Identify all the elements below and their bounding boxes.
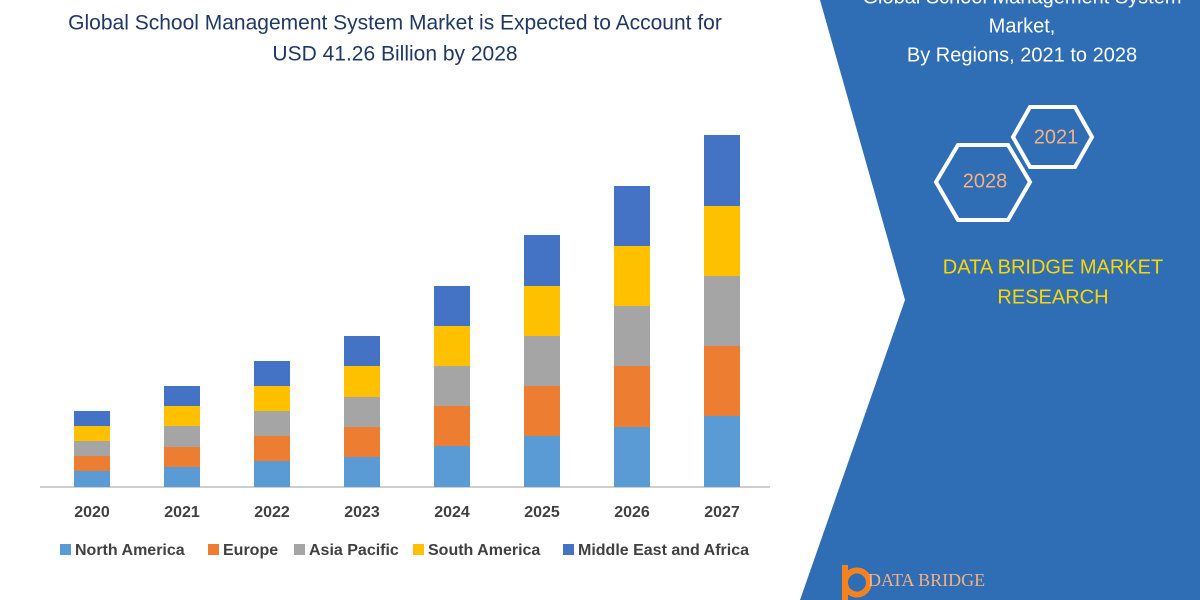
bar-segment [254,461,290,487]
bar-segment [164,386,200,406]
legend-label: Asia Pacific [309,542,399,559]
bar-segment [704,416,740,487]
bar-segment [434,446,470,487]
bar-segment [344,336,380,366]
legend-swatch [413,544,424,555]
bar-segment [614,306,650,366]
bar-segment [74,471,110,487]
x-tick-label: 2020 [74,504,110,521]
bar-segment [254,411,290,436]
brand-text: RESEARCH [997,286,1108,308]
hexagon [1010,105,1095,169]
bar-segment [524,436,560,487]
hexagon-label: 2021 [1034,126,1079,148]
legend-swatch [208,544,219,555]
bar-segment [704,206,740,276]
bar-segment [524,386,560,436]
bar-segment [344,366,380,397]
bar-segment [434,286,470,326]
hexagon [933,143,1033,222]
brand-text: DATA BRIDGE MARKET [943,256,1163,278]
chart-title: USD 41.26 Billion by 2028 [272,43,517,66]
bar-segment [254,361,290,386]
bar-segment [164,467,200,487]
bar-segment [704,135,740,206]
side-panel-bg [800,0,1200,600]
bar-segment [614,246,650,306]
bar-segment [164,447,200,467]
legend-label: Europe [223,542,278,559]
bar-segment [434,366,470,406]
bar-segment [614,186,650,246]
bar-segment [344,397,380,427]
x-tick-label: 2023 [344,504,380,521]
bar-segment [254,436,290,461]
legend-label: South America [428,542,540,559]
panel-title: Global School Management System [862,0,1181,8]
x-tick-label: 2024 [434,504,470,521]
bar-segment [524,235,560,286]
x-tick-label: 2027 [704,504,740,521]
bar-segment [524,336,560,386]
bar-segment [164,406,200,426]
bar-segment [74,411,110,426]
x-tick-label: 2022 [254,504,290,521]
bar-segment [254,386,290,411]
legend-swatch [60,544,71,555]
legend-label: Middle East and Africa [578,542,749,559]
bar-segment [344,457,380,487]
x-tick-label: 2026 [614,504,650,521]
chart-title: Global School Management System Market i… [68,12,722,35]
panel-title: By Regions, 2021 to 2028 [907,44,1137,66]
hexagon-label: 2028 [963,170,1008,192]
logo-text: DATA BRIDGE [868,570,985,590]
legend-swatch [563,544,574,555]
x-tick-label: 2021 [164,504,200,521]
bar-segment [74,441,110,456]
bar-segment [614,366,650,427]
x-tick-label: 2025 [524,504,560,521]
bar-segment [524,286,560,336]
bar-segment [164,426,200,447]
bar-segment [344,427,380,457]
logo-icon [842,565,872,600]
panel-title: Market, [989,15,1056,37]
bar-segment [704,276,740,346]
legend-swatch [294,544,305,555]
bar-segment [74,456,110,471]
bar-segment [434,326,470,366]
legend-label: North America [75,542,185,559]
bar-segment [434,406,470,446]
bar-segment [614,427,650,487]
bar-segment [74,426,110,441]
bar-segment [704,346,740,416]
